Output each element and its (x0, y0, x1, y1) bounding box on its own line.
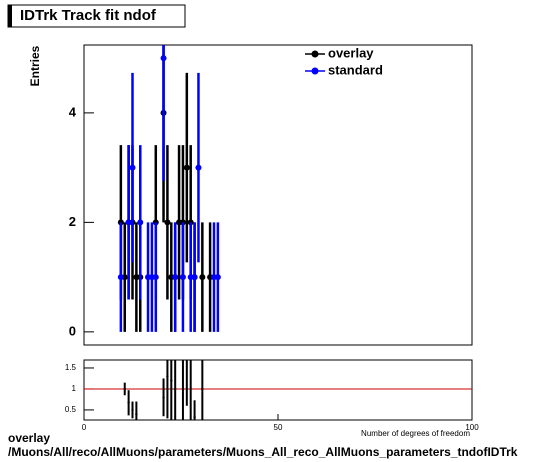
y-tick-label: 0.5 (65, 405, 77, 414)
x-tick-label: 50 (274, 423, 283, 432)
legend-marker (311, 50, 319, 58)
x-tick-label: 0 (82, 423, 87, 432)
y-axis-label: Entries (28, 45, 42, 86)
data-point (152, 274, 159, 281)
data-point (166, 375, 169, 378)
plot-area (117, 45, 221, 332)
footer-path: /Muons/All/reco/AllMuons/parameters/Muon… (8, 445, 518, 459)
y-tick-label: 1.5 (65, 363, 77, 372)
data-point (160, 55, 167, 62)
plot-area (84, 304, 472, 420)
legend-label: overlay (328, 45, 374, 60)
data-point (214, 274, 221, 281)
data-point (170, 379, 173, 382)
data-point (190, 346, 192, 348)
ratio-frame (83, 359, 473, 421)
data-point (199, 274, 206, 281)
y-tick-label: 2 (69, 214, 76, 229)
legend-marker (311, 67, 319, 75)
y-tick-label: 4 (69, 104, 77, 119)
data-point (172, 274, 179, 281)
data-point (195, 164, 202, 171)
data-point (137, 219, 144, 226)
data-point (117, 274, 124, 281)
data-point (191, 274, 198, 281)
x-tick-label: 100 (465, 423, 479, 432)
title-box-edge (8, 5, 12, 27)
data-point (162, 396, 165, 399)
data-point (182, 346, 184, 348)
data-point (164, 219, 171, 226)
data-point (125, 219, 132, 226)
data-point (131, 408, 134, 412)
data-point (201, 387, 204, 391)
data-point (186, 304, 188, 306)
data-point (135, 412, 138, 416)
data-point (127, 401, 130, 404)
y-tick-label: 0 (69, 323, 76, 338)
data-point (123, 387, 126, 391)
chart-title: IDTrk Track fit ndof (20, 7, 157, 24)
data-point (129, 164, 136, 171)
x-axis-label: Number of degrees of freedom (361, 429, 470, 438)
y-tick-label: 1 (72, 384, 77, 393)
data-point (179, 274, 186, 281)
frame (83, 44, 473, 346)
data-point (183, 164, 190, 171)
data-point (193, 415, 196, 419)
legend-label: standard (328, 62, 383, 77)
footer-line: overlay (8, 431, 50, 445)
data-point (173, 387, 177, 391)
